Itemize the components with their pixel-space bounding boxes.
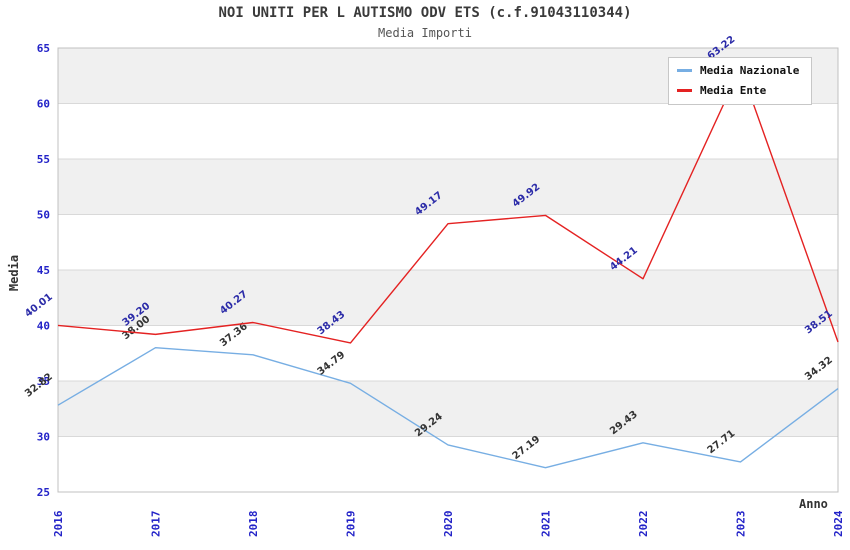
x-tick-label: 2016: [52, 510, 65, 537]
plot-band: [58, 103, 838, 159]
plot-border: [57, 47, 839, 493]
y-tick-label: 65: [37, 42, 50, 55]
series-line-media-nazionale: [57, 347, 839, 469]
chart-legend: Media Nazionale Media Ente: [668, 57, 812, 105]
y-tick-label: 25: [37, 486, 50, 499]
plot-band: [58, 159, 838, 215]
plot-band: [58, 214, 838, 270]
plot-band: [58, 436, 838, 492]
y-tick-label: 45: [37, 264, 50, 277]
y-tick-label: 55: [37, 153, 50, 166]
legend-label-nazionale: Media Nazionale: [700, 64, 800, 77]
chart-subtitle: Media Importi: [378, 26, 472, 40]
x-tick-label: 2018: [247, 511, 260, 538]
x-axis-title: Anno: [799, 497, 828, 511]
y-axis-title: Media: [7, 254, 21, 292]
x-tick-label: 2020: [442, 511, 455, 538]
x-tick-label: 2021: [540, 510, 553, 537]
legend-swatch-ente-icon: [677, 89, 692, 92]
x-tick-label: 2023: [735, 511, 748, 538]
x-tick-label: 2017: [150, 511, 163, 538]
chart-title: NOI UNITI PER L AUTISMO ODV ETS (c.f.910…: [218, 5, 632, 21]
series-line-media-ente: [57, 67, 839, 344]
x-tick-label: 2024: [832, 510, 845, 537]
x-tick-label: 2022: [637, 511, 650, 538]
y-tick-label: 35: [37, 375, 50, 388]
plot-band: [58, 325, 838, 381]
legend-swatch-nazionale-icon: [677, 69, 692, 72]
legend-label-ente: Media Ente: [700, 84, 767, 97]
legend-item-media-nazionale: Media Nazionale: [677, 64, 803, 77]
data-label: 40.01: [23, 292, 55, 320]
y-tick-label: 50: [37, 209, 50, 222]
plot-band: [58, 270, 838, 326]
legend-item-media-ente: Media Ente: [677, 84, 803, 97]
y-tick-label: 60: [37, 98, 50, 111]
y-tick-label: 30: [37, 431, 50, 444]
x-tick-label: 2019: [345, 511, 358, 538]
plot-band: [58, 381, 838, 437]
y-tick-label: 40: [37, 320, 50, 333]
